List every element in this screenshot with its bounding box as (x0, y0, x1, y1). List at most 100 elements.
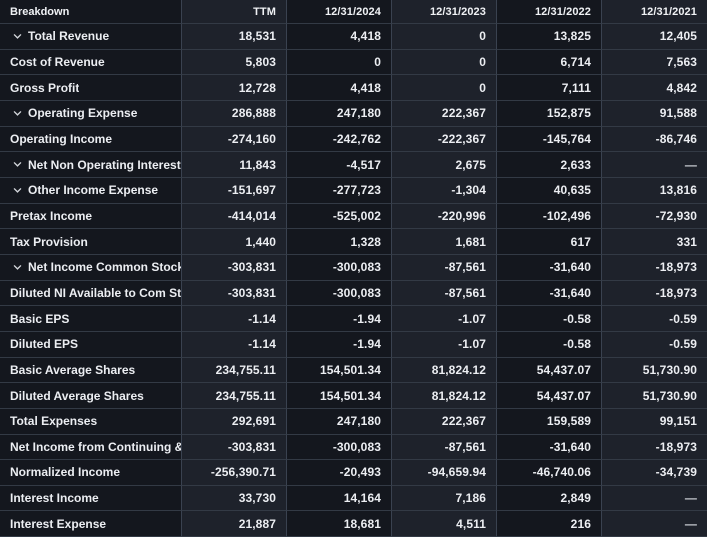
row-value-ttm: -151,697 (182, 177, 287, 204)
row-value-ttm: -303,831 (182, 280, 287, 307)
row-value-ttm: -1.14 (182, 331, 287, 358)
row-value-2022: 40,635 (497, 177, 602, 204)
row-value-2021: -18,973 (602, 434, 707, 461)
row-value-2022: 2,849 (497, 485, 602, 512)
table-row: Net Income from Continuing & D... -303,8… (0, 434, 707, 461)
table-row: Cost of Revenue 5,803 0 0 6,714 7,563 (0, 49, 707, 76)
row-value-2023: -87,561 (392, 254, 497, 281)
row-value-2024: -300,083 (287, 280, 392, 307)
table-body: Total Revenue 18,531 4,418 0 13,825 12,4… (0, 24, 707, 537)
row-value-2024: 154,501.34 (287, 383, 392, 409)
row-value-ttm: 12,728 (182, 75, 287, 101)
row-value-2023: 0 (392, 49, 497, 76)
row-value-2024: -242,762 (287, 126, 392, 153)
row-label: Total Revenue (28, 29, 110, 44)
table-row: Operating Income -274,160 -242,762 -222,… (0, 126, 707, 153)
row-label-cell: Diluted NI Available to Com Stoc... (0, 280, 182, 307)
row-value-2023: 2,675 (392, 152, 497, 178)
chevron-down-icon[interactable] (13, 160, 22, 169)
row-value-2022: -0.58 (497, 306, 602, 332)
table-row: Diluted EPS -1.14 -1.94 -1.07 -0.58 -0.5… (0, 331, 707, 358)
row-value-2023: -220,996 (392, 203, 497, 230)
row-label: Gross Profit (10, 80, 80, 95)
row-label-cell: Basic Average Shares (0, 357, 182, 384)
row-value-ttm: 1,440 (182, 229, 287, 255)
row-label: Cost of Revenue (10, 54, 105, 69)
row-value-2023: 4,511 (392, 511, 497, 537)
row-value-ttm: -1.14 (182, 306, 287, 332)
row-value-2024: -1.94 (287, 331, 392, 358)
row-value-2023: 1,681 (392, 229, 497, 255)
row-value-2022: -31,640 (497, 280, 602, 307)
table-row: Pretax Income -414,014 -525,002 -220,996… (0, 203, 707, 230)
table-row: Total Revenue 18,531 4,418 0 13,825 12,4… (0, 24, 707, 50)
column-header-breakdown: Breakdown (0, 0, 182, 24)
row-value-2023: 0 (392, 75, 497, 101)
row-value-2023: -1,304 (392, 177, 497, 204)
row-value-2024: 154,501.34 (287, 357, 392, 384)
row-value-ttm: 18,531 (182, 24, 287, 50)
row-label-cell[interactable]: Other Income Expense (0, 177, 182, 204)
row-value-2023: 222,367 (392, 408, 497, 435)
table-row: Interest Expense 21,887 18,681 4,511 216… (0, 511, 707, 537)
row-value-2021: 51,730.90 (602, 357, 707, 384)
row-value-2021: 4,842 (602, 75, 707, 101)
row-value-2024: -300,083 (287, 434, 392, 461)
row-value-2023: -94,659.94 (392, 460, 497, 486)
chevron-down-icon[interactable] (13, 186, 22, 195)
row-label-cell: Interest Expense (0, 511, 182, 537)
row-label: Operating Expense (28, 106, 138, 121)
row-value-2024: -4,517 (287, 152, 392, 178)
row-label: Basic Average Shares (10, 362, 136, 377)
row-value-2022: 152,875 (497, 100, 602, 127)
chevron-down-icon[interactable] (13, 263, 22, 272)
row-value-2023: -222,367 (392, 126, 497, 153)
row-label-cell[interactable]: Operating Expense (0, 100, 182, 127)
table-row: Other Income Expense -151,697 -277,723 -… (0, 177, 707, 204)
row-value-ttm: 234,755.11 (182, 357, 287, 384)
row-value-2023: -1.07 (392, 331, 497, 358)
table-row: Normalized Income -256,390.71 -20,493 -9… (0, 460, 707, 486)
row-value-2023: 81,824.12 (392, 383, 497, 409)
row-value-2023: -1.07 (392, 306, 497, 332)
row-label-cell: Diluted EPS (0, 331, 182, 358)
row-value-2023: 0 (392, 24, 497, 50)
table-row: Interest Income 33,730 14,164 7,186 2,84… (0, 485, 707, 512)
row-value-2024: 1,328 (287, 229, 392, 255)
row-label-cell: Interest Income (0, 485, 182, 512)
column-header-2023: 12/31/2023 (392, 0, 497, 24)
table-header: Breakdown TTM 12/31/2024 12/31/2023 12/3… (0, 0, 707, 24)
row-value-ttm: 33,730 (182, 485, 287, 512)
row-label-cell[interactable]: Net Income Common Stockh... (0, 254, 182, 281)
row-label-cell: Normalized Income (0, 460, 182, 486)
row-value-2024: -20,493 (287, 460, 392, 486)
row-label: Diluted Average Shares (10, 388, 144, 403)
row-label: Basic EPS (10, 311, 70, 326)
row-label: Net Income Common Stockh... (28, 260, 181, 275)
row-value-2024: 14,164 (287, 485, 392, 512)
row-value-2021: 91,588 (602, 100, 707, 127)
table-row: Net Non Operating Interest In... 11,843 … (0, 152, 707, 178)
table-row: Tax Provision 1,440 1,328 1,681 617 331 (0, 229, 707, 255)
row-value-ttm: 21,887 (182, 511, 287, 537)
row-label: Tax Provision (10, 234, 88, 249)
row-label-cell[interactable]: Total Revenue (0, 24, 182, 50)
row-value-2022: 159,589 (497, 408, 602, 435)
row-value-2022: 6,714 (497, 49, 602, 76)
chevron-down-icon[interactable] (13, 109, 22, 118)
row-value-2023: -87,561 (392, 280, 497, 307)
row-label-cell[interactable]: Net Non Operating Interest In... (0, 152, 182, 178)
row-label-cell: Tax Provision (0, 229, 182, 255)
row-label: Total Expenses (10, 414, 98, 429)
row-value-2024: -1.94 (287, 306, 392, 332)
row-value-2021: -72,930 (602, 203, 707, 230)
row-value-2021: -0.59 (602, 306, 707, 332)
table-row: Operating Expense 286,888 247,180 222,36… (0, 100, 707, 127)
row-value-2021: 51,730.90 (602, 383, 707, 409)
chevron-down-icon[interactable] (13, 32, 22, 41)
table-row: Total Expenses 292,691 247,180 222,367 1… (0, 408, 707, 435)
row-value-2021: — (602, 152, 707, 178)
row-label: Interest Income (10, 491, 99, 506)
row-label-cell: Operating Income (0, 126, 182, 153)
row-label: Diluted EPS (10, 337, 79, 352)
